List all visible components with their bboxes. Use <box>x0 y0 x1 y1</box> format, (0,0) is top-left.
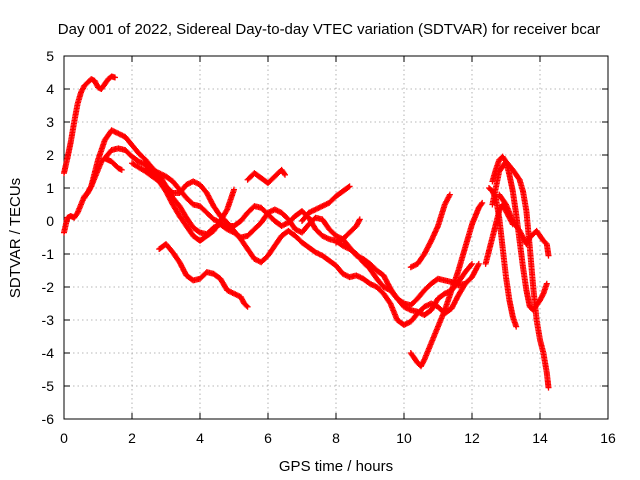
data-point-marker <box>478 201 485 208</box>
data-point-marker <box>87 184 94 191</box>
data-point-marker <box>461 281 468 288</box>
data-point-marker <box>515 175 522 182</box>
data-point-marker <box>446 191 453 198</box>
data-point-marker <box>112 74 118 81</box>
series-pass-g <box>244 166 288 187</box>
series-pass-d <box>142 165 469 328</box>
y-tick-label: 3 <box>46 114 54 130</box>
data-point-marker <box>539 291 546 298</box>
x-tick-label: 8 <box>332 430 340 446</box>
data-point-marker <box>356 217 363 224</box>
x-axis-title: GPS time / hours <box>279 458 393 475</box>
y-tick-label: 2 <box>46 147 54 163</box>
data-point-marker <box>231 186 237 193</box>
data-point-marker <box>281 170 288 177</box>
series-pass-a1 <box>61 155 125 236</box>
data-point-marker <box>346 183 353 190</box>
y-axis-title: SDTVAR / TECUs <box>7 178 24 298</box>
series-pass-c <box>101 145 475 319</box>
x-tick-label: 12 <box>464 430 480 446</box>
data-point-marker <box>462 280 469 287</box>
series-pass-j <box>407 199 486 370</box>
series-pass-k <box>407 191 453 271</box>
series-pass-e <box>129 160 237 244</box>
y-tick-label: -6 <box>42 411 55 427</box>
data-point-marker <box>243 302 250 309</box>
x-tick-label: 4 <box>196 430 204 446</box>
y-tick-label: 0 <box>46 213 54 229</box>
data-point-marker <box>345 184 352 191</box>
data-point-marker <box>469 260 475 267</box>
series-pass-b <box>81 127 482 309</box>
x-tick-label: 14 <box>532 430 548 446</box>
data-point-marker <box>356 216 363 223</box>
data-point-marker <box>475 260 482 267</box>
data-point-marker <box>468 262 475 269</box>
data-point-marker <box>118 166 125 173</box>
data-point-marker <box>543 280 550 287</box>
data-marks <box>61 73 552 391</box>
data-point-marker <box>282 171 288 178</box>
x-tick-label: 6 <box>264 430 272 446</box>
data-point-marker <box>545 252 552 259</box>
series-pass-f <box>156 241 251 310</box>
x-tick-label: 2 <box>128 430 136 446</box>
x-tick-label: 10 <box>396 430 412 446</box>
y-tick-label: -1 <box>42 246 55 262</box>
y-tick-label: 5 <box>46 48 54 64</box>
data-point-marker <box>545 384 552 391</box>
data-point-marker <box>427 239 434 246</box>
y-tick-label: 1 <box>46 180 54 196</box>
data-point-marker <box>420 357 427 364</box>
series-pass-i <box>333 216 363 246</box>
y-tick-label: -5 <box>42 378 55 394</box>
data-point-marker <box>509 219 516 226</box>
x-tick-label: 0 <box>60 430 68 446</box>
y-tick-label: 4 <box>46 81 54 97</box>
series-pass-a2 <box>61 73 118 177</box>
y-tick-label: -3 <box>42 312 55 328</box>
data-point-marker <box>509 221 516 228</box>
chart-title: Day 001 of 2022, Sidereal Day-to-day VTE… <box>58 21 600 38</box>
series-pass-h <box>299 183 353 224</box>
data-point-marker <box>513 323 520 330</box>
data-point-marker <box>475 262 482 269</box>
x-tick-label: 16 <box>600 430 616 446</box>
series-pass-l <box>489 153 550 314</box>
data-point-marker <box>479 199 486 206</box>
series-pass-p <box>482 201 516 267</box>
data-point-marker <box>223 207 230 214</box>
y-tick-label: -2 <box>42 279 55 295</box>
y-tick-label: -4 <box>42 345 55 361</box>
data-point-marker <box>244 303 251 310</box>
